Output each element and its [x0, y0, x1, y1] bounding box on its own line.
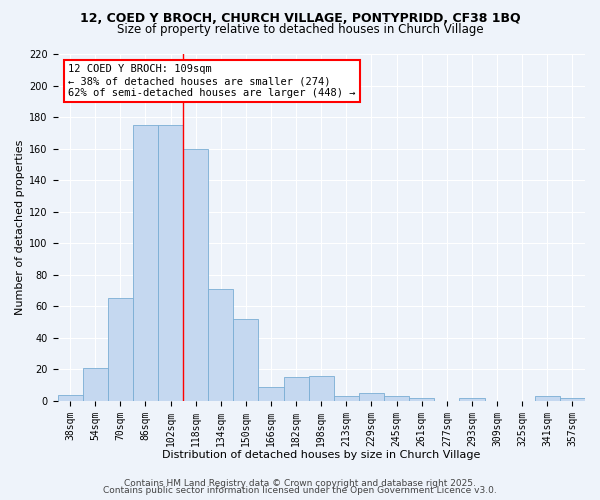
Bar — [334, 396, 359, 401]
Bar — [233, 319, 259, 401]
Bar — [208, 289, 233, 401]
Bar — [259, 386, 284, 401]
Bar — [58, 394, 83, 401]
Bar — [133, 125, 158, 401]
Y-axis label: Number of detached properties: Number of detached properties — [15, 140, 25, 315]
Text: 12, COED Y BROCH, CHURCH VILLAGE, PONTYPRIDD, CF38 1BQ: 12, COED Y BROCH, CHURCH VILLAGE, PONTYP… — [80, 12, 520, 26]
Bar — [83, 368, 108, 401]
Bar — [158, 125, 183, 401]
Text: Contains HM Land Registry data © Crown copyright and database right 2025.: Contains HM Land Registry data © Crown c… — [124, 478, 476, 488]
Bar — [308, 376, 334, 401]
Bar — [409, 398, 434, 401]
Text: Size of property relative to detached houses in Church Village: Size of property relative to detached ho… — [116, 22, 484, 36]
Bar — [108, 298, 133, 401]
Bar — [384, 396, 409, 401]
Bar — [183, 148, 208, 401]
Bar — [460, 398, 485, 401]
X-axis label: Distribution of detached houses by size in Church Village: Distribution of detached houses by size … — [162, 450, 481, 460]
Bar — [284, 377, 308, 401]
Bar — [535, 396, 560, 401]
Bar — [359, 393, 384, 401]
Text: 12 COED Y BROCH: 109sqm
← 38% of detached houses are smaller (274)
62% of semi-d: 12 COED Y BROCH: 109sqm ← 38% of detache… — [68, 64, 356, 98]
Bar — [560, 398, 585, 401]
Text: Contains public sector information licensed under the Open Government Licence v3: Contains public sector information licen… — [103, 486, 497, 495]
